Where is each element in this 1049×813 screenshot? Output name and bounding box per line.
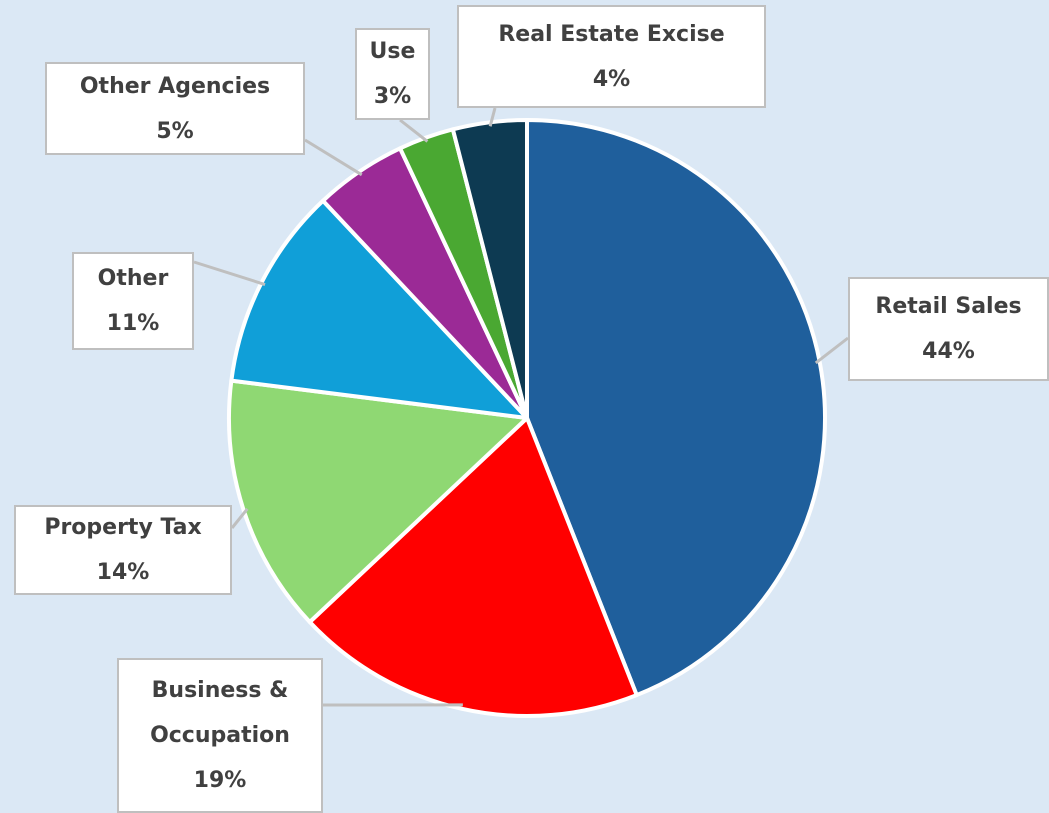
data-label: Property Tax 14%: [14, 505, 232, 595]
category-label: Other Agencies: [79, 73, 271, 99]
category-label: Real Estate Excise: [498, 21, 725, 47]
leader-line: [814, 336, 849, 365]
category-label: Business & Occupation: [150, 678, 290, 748]
value-label: 19%: [193, 768, 247, 793]
value-label: 11%: [106, 311, 160, 336]
leader-line: [304, 138, 363, 177]
pie-slice: [525, 118, 827, 698]
data-label: Real Estate Excise 4%: [457, 5, 766, 108]
data-label: Retail Sales 44%: [848, 277, 1049, 381]
category-label: Other: [97, 266, 169, 291]
pie-slice: [450, 118, 529, 420]
leader-line: [488, 107, 497, 127]
pie-slice: [307, 416, 639, 718]
leader-line: [193, 260, 266, 286]
category-label: Retail Sales: [875, 294, 1022, 319]
pie-slice: [227, 378, 529, 624]
category-label: Property Tax: [44, 515, 202, 540]
value-label: 44%: [922, 339, 975, 364]
data-label: Use 3%: [355, 28, 430, 120]
value-label: 4%: [592, 66, 631, 92]
data-label: Business & Occupation 19%: [117, 658, 323, 813]
leader-line: [399, 118, 429, 143]
data-label: Other Agencies 5%: [45, 62, 305, 155]
value-label: 14%: [96, 560, 150, 585]
value-label: 3%: [373, 84, 412, 109]
data-label: Other 11%: [72, 252, 194, 350]
category-label: Use: [369, 39, 416, 64]
value-label: 5%: [156, 118, 194, 144]
leader-line: [230, 507, 249, 529]
